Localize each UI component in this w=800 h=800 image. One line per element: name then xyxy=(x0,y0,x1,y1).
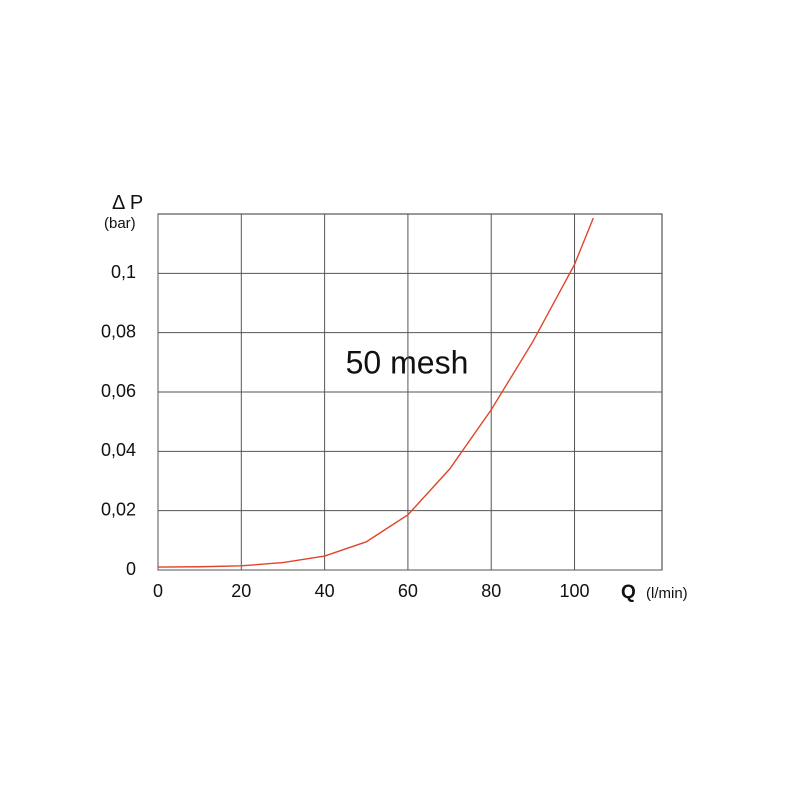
x-tick-label: 0 xyxy=(153,581,163,601)
y-tick-label: 0,04 xyxy=(101,440,136,460)
y-axis-label: Δ P xyxy=(112,192,143,214)
annotation: 50 mesh xyxy=(346,344,469,380)
y-tick-label: 0 xyxy=(126,559,136,579)
y-tick-label: 0,08 xyxy=(101,321,136,341)
y-tick-label: 0,02 xyxy=(101,499,136,519)
data-line xyxy=(157,217,594,568)
x-axis-unit: (l/min) xyxy=(646,585,688,602)
x-tick-label: 80 xyxy=(481,581,501,601)
x-tick-label: 40 xyxy=(315,581,335,601)
x-tick-label: 20 xyxy=(231,581,251,601)
y-tick-label: 0,1 xyxy=(111,262,136,282)
x-tick-label: 60 xyxy=(398,581,418,601)
x-axis-label: Q xyxy=(621,582,636,603)
x-tick-label: 100 xyxy=(560,581,590,601)
y-axis-unit: (bar) xyxy=(104,215,136,232)
y-tick-label: 0,06 xyxy=(101,381,136,401)
